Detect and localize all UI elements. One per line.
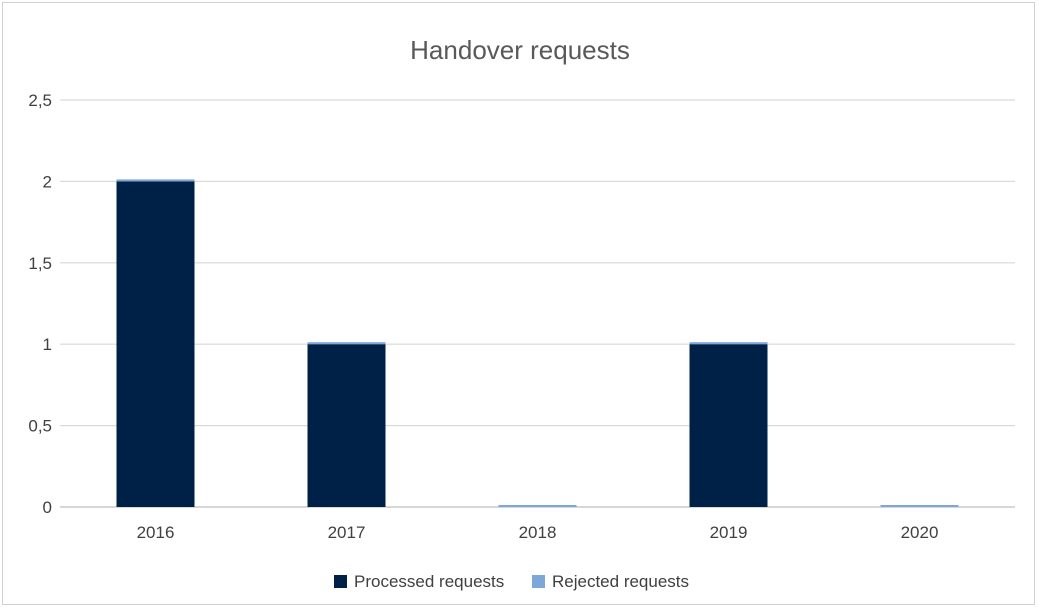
bar-rejected-requests-2019 (689, 342, 768, 345)
legend-swatch (334, 575, 347, 588)
x-tick-label: 2018 (519, 523, 557, 542)
chart-title: Handover requests (410, 35, 630, 65)
x-tick-label: 2020 (901, 523, 939, 542)
x-axis-ticks: 2016 2017 2018 2019 2020 (137, 523, 939, 542)
y-tick-label: 0,5 (28, 417, 52, 436)
x-tick-label: 2016 (137, 523, 175, 542)
gridlines (60, 99, 1015, 508)
y-axis-ticks: 0 0,5 1 1,5 2 2,5 (28, 91, 52, 517)
y-tick-label: 2,5 (28, 91, 52, 110)
bars (116, 179, 959, 507)
bar-rejected-requests-2017 (307, 342, 386, 345)
legend-label: Processed requests (354, 572, 504, 591)
bar-processed-requests-2016 (116, 181, 195, 507)
legend: Processed requests Rejected requests (334, 572, 689, 591)
y-tick-label: 2 (43, 172, 52, 191)
bar-rejected-requests-2016 (116, 179, 195, 182)
legend-label: Rejected requests (552, 572, 689, 591)
y-tick-label: 1 (43, 335, 52, 354)
x-tick-label: 2017 (328, 523, 366, 542)
bar-rejected-requests-2020 (880, 505, 959, 507)
legend-swatch (532, 575, 545, 588)
y-tick-label: 0 (43, 498, 52, 517)
bar-rejected-requests-2018 (498, 505, 577, 507)
bar-processed-requests-2017 (307, 344, 386, 507)
bar-processed-requests-2019 (689, 344, 768, 507)
x-tick-label: 2019 (710, 523, 748, 542)
y-tick-label: 1,5 (28, 254, 52, 273)
